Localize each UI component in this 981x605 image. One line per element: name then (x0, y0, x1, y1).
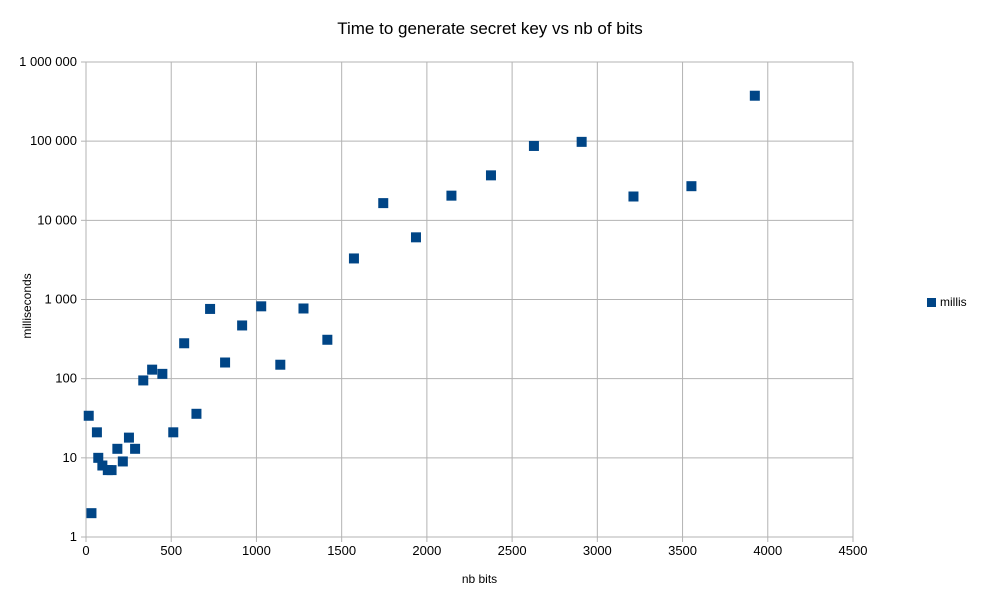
data-point-millis (485, 170, 496, 181)
data-point-millis (275, 359, 286, 370)
data-point-millis (86, 508, 97, 519)
x-tick-label: 1500 (327, 543, 356, 558)
data-points (83, 90, 760, 519)
data-point-millis (123, 432, 134, 443)
data-point-millis (93, 452, 104, 463)
y-tick-label: 100 (55, 371, 77, 386)
data-point-millis (83, 410, 94, 421)
y-gridlines (81, 61, 853, 538)
data-point-millis (686, 181, 697, 192)
data-point-millis (576, 136, 587, 147)
data-point-millis (205, 303, 216, 314)
chart-title: Time to generate secret key vs nb of bit… (337, 19, 643, 38)
legend: millis (927, 295, 967, 309)
data-point-millis (628, 191, 639, 202)
x-tick-label: 500 (160, 543, 182, 558)
x-axis-label: nb bits (462, 572, 497, 586)
y-tick-label: 1 000 (44, 292, 77, 307)
data-point-millis (220, 357, 231, 368)
data-point-millis (117, 456, 128, 467)
x-tick-labels: 0 500 1000 1500 2000 2500 3000 3500 4000 4500 (82, 543, 867, 558)
x-tick-label: 0 (82, 543, 89, 558)
data-point-millis (157, 368, 168, 379)
legend-marker-millis (927, 298, 936, 307)
x-tick-label: 3000 (583, 543, 612, 558)
data-point-millis (378, 198, 389, 209)
y-tick-label: 1 000 000 (19, 54, 77, 69)
data-point-millis (256, 301, 267, 312)
x-tick-label: 2500 (498, 543, 527, 558)
data-point-millis (348, 253, 359, 264)
y-axis-label: milliseconds (20, 273, 34, 338)
x-tick-label: 4000 (753, 543, 782, 558)
x-tick-label: 1000 (242, 543, 271, 558)
data-point-millis (528, 140, 539, 151)
y-tick-labels: 1 10 100 1 000 10 000 100 000 1 000 000 (19, 54, 77, 544)
data-point-millis (749, 90, 760, 101)
data-point-millis (91, 427, 102, 438)
y-tick-label: 10 (63, 450, 77, 465)
legend-label-millis: millis (940, 295, 967, 309)
x-tick-label: 4500 (839, 543, 868, 558)
data-point-millis (237, 320, 248, 331)
data-point-millis (147, 364, 158, 375)
data-point-millis (106, 465, 117, 476)
data-point-millis (298, 303, 309, 314)
data-point-millis (191, 408, 202, 419)
y-tick-label: 1 (70, 529, 77, 544)
data-point-millis (138, 375, 149, 386)
x-tick-label: 3500 (668, 543, 697, 558)
data-point-millis (168, 427, 179, 438)
data-point-millis (97, 460, 108, 471)
data-point-millis (322, 334, 333, 345)
y-tick-label: 10 000 (37, 212, 77, 227)
data-point-millis (410, 232, 421, 243)
data-point-millis (446, 190, 457, 201)
data-point-millis (112, 443, 123, 454)
x-gridlines (85, 62, 854, 542)
data-point-millis (130, 443, 141, 454)
x-tick-label: 2000 (412, 543, 441, 558)
y-tick-label: 100 000 (30, 133, 77, 148)
data-point-millis (179, 338, 190, 349)
